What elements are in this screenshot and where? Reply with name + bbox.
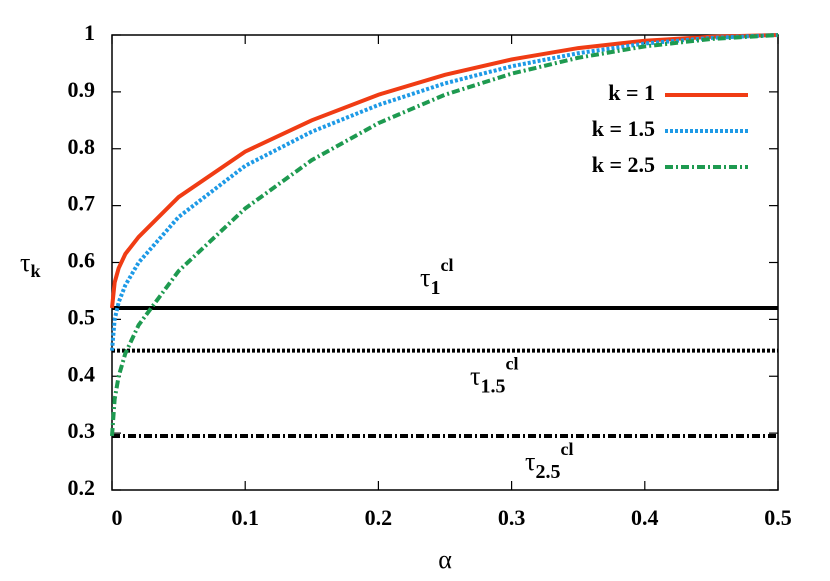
- reference-superscript: cl: [560, 439, 573, 459]
- series-line: [110, 33, 779, 351]
- reference-symbol: τ: [470, 362, 480, 391]
- y-tick-label: 0.7: [68, 191, 96, 216]
- reference-subscript: 2.5: [535, 461, 560, 483]
- y-axis-label: τk: [20, 248, 40, 281]
- legend-label: k = 1.5: [592, 116, 655, 141]
- reference-symbol: τ: [525, 447, 535, 476]
- reference-symbol: τ: [420, 263, 430, 292]
- y-tick-label: 0.3: [68, 418, 96, 443]
- legend-label: k = 1: [608, 80, 655, 105]
- x-tick-label: 0.2: [365, 505, 393, 530]
- x-tick-label: 0.4: [631, 505, 659, 530]
- reference-superscript: cl: [440, 255, 453, 275]
- y-tick-label: 0.5: [68, 304, 96, 329]
- x-tick-label: 0: [112, 505, 123, 530]
- y-tick-label: 0.2: [68, 475, 96, 500]
- x-tick-label: 0.5: [764, 505, 792, 530]
- y-tick-label: 0.6: [68, 248, 96, 273]
- reference-label: τ2.5cl: [525, 439, 573, 482]
- series-line: [110, 33, 779, 437]
- reference-subscript: 1.5: [480, 375, 505, 397]
- y-tick-label: 0.8: [68, 134, 96, 159]
- y-tick-label: 0.4: [68, 361, 96, 386]
- reference-label: τ1cl: [420, 255, 453, 298]
- y-tick-label: 1: [84, 20, 95, 45]
- legend-label: k = 2.5: [592, 152, 655, 177]
- x-axis-label: α: [438, 545, 452, 574]
- y-tick-label: 0.9: [68, 77, 96, 102]
- series-line: [110, 33, 779, 309]
- x-tick-label: 0.1: [231, 505, 259, 530]
- reference-superscript: cl: [505, 354, 518, 374]
- reference-label: τ1.5cl: [470, 354, 518, 397]
- x-tick-label: 0.3: [498, 505, 526, 530]
- reference-subscript: 1: [430, 277, 440, 299]
